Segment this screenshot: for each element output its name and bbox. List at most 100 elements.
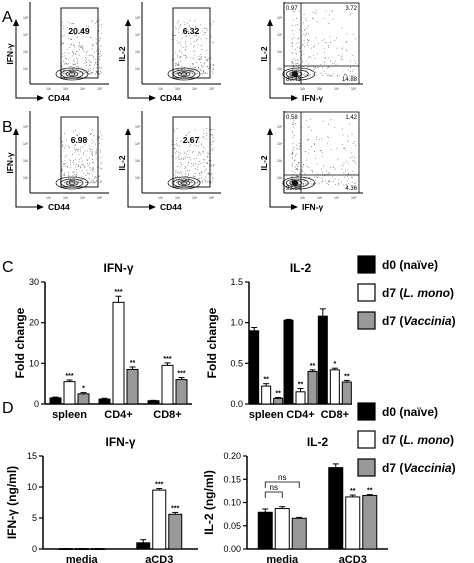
flow-event-dot <box>187 140 189 142</box>
flow-event-dot <box>296 168 297 170</box>
flow-event-dot <box>351 133 353 135</box>
flow-x-label: CD44 <box>48 202 70 212</box>
flow-tick-y: 10⁴ <box>277 33 283 37</box>
flow-event-dot <box>98 40 100 42</box>
flow-event-dot <box>175 62 177 64</box>
contour-ring <box>65 71 79 77</box>
flow-event-dot <box>94 181 96 183</box>
flow-tick-y: 10² <box>135 176 141 180</box>
flow-event-dot <box>291 154 293 156</box>
flow-event-dot <box>192 66 194 68</box>
flow-event-dot <box>203 33 205 35</box>
flow-event-dot <box>199 68 201 70</box>
flow-event-dot <box>306 60 308 62</box>
flow-event-dot <box>197 178 199 180</box>
flow-event-dot <box>355 144 357 146</box>
flow-event-dot <box>195 68 197 70</box>
flow-event-dot <box>203 31 205 33</box>
flow-y-label: IFN-γ <box>5 43 15 65</box>
flow-event-dot <box>321 151 323 153</box>
flow-event-dot <box>179 177 181 179</box>
flow-event-dot <box>325 73 327 74</box>
flow-event-dot <box>293 124 295 125</box>
flow-event-dot <box>174 73 176 75</box>
flow-event-dot <box>95 73 97 75</box>
flow-event-dot <box>95 177 97 178</box>
flow-event-dot <box>185 45 187 47</box>
flow-event-dot <box>324 175 325 177</box>
flow-event-dot <box>291 153 293 155</box>
flow-event-dot <box>83 63 85 65</box>
flow-event-dot <box>184 41 186 42</box>
flow-event-dot <box>187 174 189 176</box>
flow-event-dot <box>93 171 95 173</box>
flow-event-dot <box>318 42 320 44</box>
flow-event-dot <box>306 119 308 121</box>
flow-event-dot <box>304 74 306 76</box>
flow-event-dot <box>177 64 179 66</box>
flow-event-dot <box>99 167 101 169</box>
flow-event-dot <box>176 150 178 152</box>
flow-event-dot <box>179 50 181 52</box>
flow-tick-x: 10⁵ <box>351 196 357 200</box>
flow-x-label: IFN-γ <box>302 202 324 212</box>
flow-event-dot <box>63 173 65 175</box>
significance-stars: ** <box>298 382 304 389</box>
flow-event-dot <box>69 47 71 49</box>
flow-event-dot <box>88 157 90 159</box>
flow-event-dot <box>334 60 336 62</box>
flow-event-dot <box>95 149 97 151</box>
flow-event-dot <box>89 70 91 71</box>
flow-event-dot <box>354 163 356 165</box>
flow-event-dot <box>171 39 173 41</box>
quadrant-value-ur: 3.72 <box>345 6 357 12</box>
flow-event-dot <box>101 32 102 34</box>
flow-event-dot <box>330 119 332 121</box>
flow-event-dot <box>306 32 308 34</box>
flow-event-dot <box>64 160 66 162</box>
flow-event-dot <box>341 143 343 145</box>
flow-event-dot <box>73 46 75 48</box>
flow-event-dot <box>203 72 204 74</box>
flow-event-dot <box>297 60 299 62</box>
flow-event-dot <box>313 54 315 56</box>
flow-event-dot <box>185 54 187 56</box>
flow-event-dot <box>91 150 93 152</box>
bar <box>112 301 125 405</box>
flow-event-dot <box>329 75 331 77</box>
flow-event-dot <box>94 64 96 66</box>
flow-event-dot <box>174 176 176 178</box>
flow-event-dot <box>210 134 212 136</box>
flow-event-dot <box>294 58 296 60</box>
flow-event-dot <box>200 153 202 155</box>
significance-stars: *** <box>177 371 185 378</box>
flow-event-dot <box>312 74 314 76</box>
flow-event-dot <box>78 180 80 182</box>
flow-event-dot <box>98 31 100 33</box>
flow-event-dot <box>192 137 194 139</box>
flow-event-dot <box>100 131 102 133</box>
flow-event-dot <box>195 26 197 28</box>
flow-event-dot <box>203 171 205 173</box>
flow-event-dot <box>299 46 301 48</box>
flow-event-dot <box>196 39 198 41</box>
flow-event-dot <box>86 58 88 60</box>
flow-event-dot <box>306 182 308 184</box>
flow-event-dot <box>62 53 64 55</box>
flow-event-dot <box>191 138 193 140</box>
legend-panel-d: d0 (naïve) d7 (L. mono) d7 (Vaccinia) <box>357 402 456 477</box>
flow-event-dot <box>93 167 95 169</box>
flow-event-dot <box>80 34 82 36</box>
flow-event-dot <box>190 43 192 45</box>
flow-event-dot <box>205 27 207 29</box>
flow-tick-x: 10⁴ <box>80 87 86 91</box>
flow-event-dot <box>186 150 188 152</box>
flow-event-dot <box>202 162 204 164</box>
flow-event-dot <box>179 182 181 184</box>
flow-event-dot <box>196 61 198 63</box>
flow-event-dot <box>307 42 308 44</box>
significance-stars: ** <box>310 363 316 370</box>
flow-event-dot <box>92 129 94 131</box>
flow-event-dot <box>92 72 93 73</box>
flow-event-dot <box>188 178 190 180</box>
